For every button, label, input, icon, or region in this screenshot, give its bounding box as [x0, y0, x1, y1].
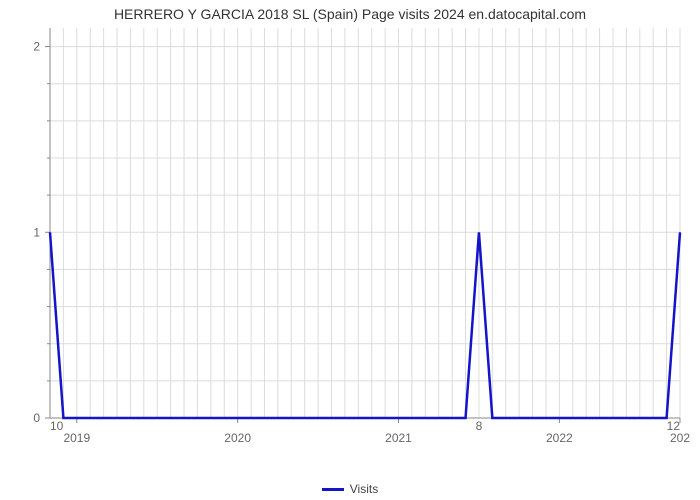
- legend-swatch: [322, 488, 344, 491]
- svg-text:2019: 2019: [63, 431, 90, 445]
- svg-text:12: 12: [667, 419, 681, 433]
- chart-svg: 012201920202021202220210812: [50, 28, 680, 443]
- svg-text:2021: 2021: [385, 431, 412, 445]
- chart-title: HERRERO Y GARCIA 2018 SL (Spain) Page vi…: [0, 0, 700, 22]
- svg-text:0: 0: [33, 411, 40, 425]
- chart-plot-area: 012201920202021202220210812: [50, 28, 680, 443]
- svg-text:1: 1: [33, 225, 40, 239]
- svg-text:202: 202: [670, 431, 690, 445]
- svg-text:10: 10: [50, 419, 64, 433]
- svg-text:8: 8: [476, 419, 483, 433]
- legend-label: Visits: [350, 482, 378, 496]
- chart-legend: Visits: [0, 482, 700, 496]
- svg-text:2: 2: [33, 40, 40, 54]
- svg-text:2022: 2022: [546, 431, 573, 445]
- svg-text:2020: 2020: [224, 431, 251, 445]
